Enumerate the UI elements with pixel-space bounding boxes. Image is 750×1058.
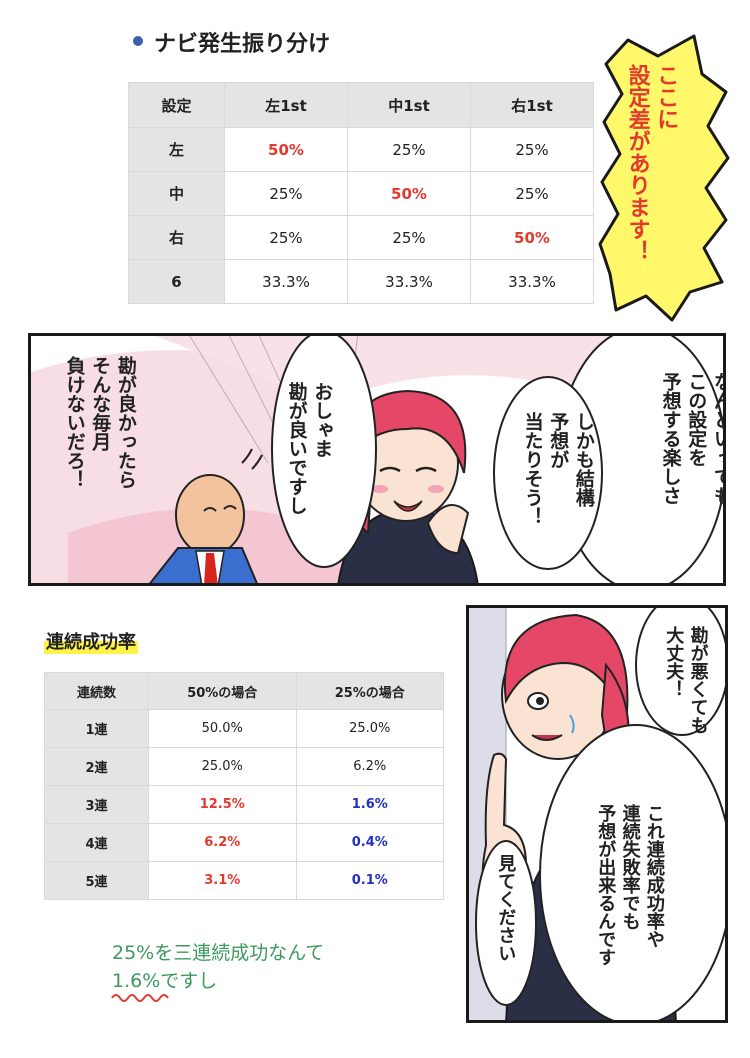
table-cell: 25% bbox=[470, 171, 594, 216]
row-header: 中 bbox=[128, 171, 225, 216]
column-header: 右1st bbox=[470, 82, 594, 128]
speech-left: 勘が良かったら そんな毎月 負けないだろ！ bbox=[63, 356, 137, 489]
table-row: 中 25% 50% 25% bbox=[128, 171, 594, 216]
row-header: 3連 bbox=[44, 785, 149, 824]
table-cell: 25% bbox=[470, 127, 594, 172]
speech-bottom: 見てください bbox=[495, 854, 517, 962]
table-cell: 0.1% bbox=[295, 861, 444, 900]
table-cell: 50% bbox=[470, 215, 594, 260]
table-row: 2連 25.0% 6.2% bbox=[44, 747, 444, 786]
table-cell: 25% bbox=[224, 171, 348, 216]
table-cell: 0.4% bbox=[295, 823, 444, 862]
column-header: 中1st bbox=[347, 82, 471, 128]
table-cell: 25% bbox=[347, 127, 471, 172]
comic-panel-1: なんといっても この設定を 予想する楽しさ しかも結構 予想が 当たりそう！ お… bbox=[28, 333, 726, 586]
bullet-icon bbox=[133, 36, 143, 46]
table-cell: 50% bbox=[224, 127, 348, 172]
table-row: 左 50% 25% 25% bbox=[128, 127, 594, 172]
table-cell: 12.5% bbox=[148, 785, 297, 824]
section-label: 連続成功率 bbox=[44, 628, 138, 654]
speech-middle: おしゃま 勘が良いですし bbox=[285, 382, 334, 515]
row-header: 5連 bbox=[44, 861, 149, 900]
table-cell: 33.3% bbox=[224, 259, 348, 304]
table-cell: 50% bbox=[347, 171, 471, 216]
row-header: 左 bbox=[128, 127, 225, 172]
column-header: 左1st bbox=[224, 82, 348, 128]
table-cell: 33.3% bbox=[470, 259, 594, 304]
comic-panel-2: 勘が悪くても 大丈夫！ これ連続成功率や 連続失敗率でも 予想が出来るんです 見… bbox=[466, 605, 728, 1023]
column-header: 設定 bbox=[128, 82, 225, 128]
section-title: ナビ発生振り分け bbox=[154, 32, 331, 57]
column-header: 連続数 bbox=[44, 672, 149, 710]
table-row: 3連 12.5% 1.6% bbox=[44, 785, 444, 824]
table-cell: 33.3% bbox=[347, 259, 471, 304]
table-cell: 1.6% bbox=[295, 785, 444, 824]
nav-distribution-table: 設定 左1st 中1st 右1st 左 50% 25% 25% 中 25% 50… bbox=[128, 82, 594, 304]
speech-right-inner: しかも結構 予想が 当たりそう！ bbox=[521, 412, 595, 526]
callout-burst bbox=[598, 34, 730, 322]
speech-main: これ連続成功率や 連続失敗率でも 予想が出来るんです bbox=[595, 804, 665, 966]
column-header: 25%の場合 bbox=[295, 672, 444, 710]
table-header-row: 連続数 50%の場合 25%の場合 bbox=[44, 672, 444, 710]
table-cell: 50.0% bbox=[148, 709, 297, 748]
table-cell: 6.2% bbox=[295, 747, 444, 786]
row-header: 右 bbox=[128, 215, 225, 260]
speech-right: なんといっても この設定を 予想する楽しさ bbox=[659, 372, 726, 505]
table-cell: 25% bbox=[347, 215, 471, 260]
table-row: 4連 6.2% 0.4% bbox=[44, 823, 444, 862]
table-cell: 25.0% bbox=[148, 747, 297, 786]
streak-success-table: 連続数 50%の場合 25%の場合 1連 50.0% 25.0% 2連 25.0… bbox=[44, 672, 444, 900]
table-cell: 25.0% bbox=[295, 709, 444, 748]
caption-text: 25%を三連続成功なんて 1.6%ですし bbox=[112, 942, 325, 992]
row-header: 2連 bbox=[44, 747, 149, 786]
table-cell: 25% bbox=[224, 215, 348, 260]
wavy-underline-icon bbox=[111, 994, 169, 1002]
table-row: 6 33.3% 33.3% 33.3% bbox=[128, 259, 594, 304]
table-row: 右 25% 25% 50% bbox=[128, 215, 594, 260]
speech-top: 勘が悪くても 大丈夫！ bbox=[663, 626, 709, 734]
row-header: 1連 bbox=[44, 709, 149, 748]
panel-1-artwork bbox=[31, 336, 723, 583]
row-header: 4連 bbox=[44, 823, 149, 862]
table-row: 1連 50.0% 25.0% bbox=[44, 709, 444, 748]
column-header: 50%の場合 bbox=[148, 672, 297, 710]
table-cell: 3.1% bbox=[148, 861, 297, 900]
row-header: 6 bbox=[128, 259, 225, 304]
table-row: 5連 3.1% 0.1% bbox=[44, 861, 444, 900]
callout-text: ここに 設定差があります！ bbox=[624, 64, 679, 262]
table-cell: 6.2% bbox=[148, 823, 297, 862]
table-header-row: 設定 左1st 中1st 右1st bbox=[128, 82, 594, 128]
panel-2-artwork bbox=[469, 608, 725, 1020]
